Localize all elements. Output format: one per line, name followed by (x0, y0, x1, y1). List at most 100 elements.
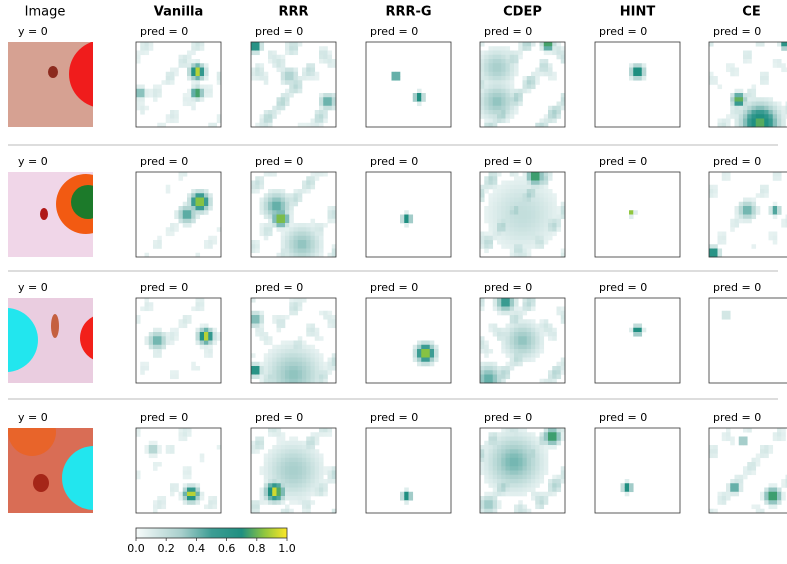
heat-cell (768, 114, 774, 119)
heat-cell (319, 479, 324, 484)
heat-cell (153, 344, 158, 350)
heat-cell (492, 361, 498, 367)
heat-cell (755, 457, 761, 463)
heat-cell (195, 336, 201, 341)
heat-cell (153, 440, 158, 446)
heat-cell (484, 374, 489, 380)
heat-cell (755, 110, 761, 115)
heat-cell (191, 42, 196, 47)
heat-cell (263, 193, 269, 198)
heat-cell (514, 93, 519, 98)
heat-cell (327, 101, 333, 107)
heat-cell (531, 235, 536, 241)
heat-cell (488, 508, 494, 514)
heat-cell (306, 440, 311, 446)
heat-cell (276, 54, 282, 60)
heat-cell (484, 466, 489, 471)
heat-cell (488, 80, 494, 85)
heat-cell (734, 71, 740, 77)
heat-cell (747, 218, 752, 224)
heat-cell (157, 244, 162, 249)
heat-cell (306, 449, 311, 454)
heat-cell (760, 71, 765, 77)
heat-cell (289, 193, 294, 198)
heat-cell (157, 327, 162, 333)
heat-cell (302, 244, 307, 249)
heat-cell (276, 63, 282, 68)
heat-cell (514, 432, 519, 437)
heat-cell (480, 462, 485, 467)
heat-cell (310, 231, 316, 237)
heat-cell (314, 457, 320, 463)
heat-cell (531, 474, 536, 480)
heat-cell (514, 244, 519, 249)
heat-cell (560, 366, 566, 371)
heat-cell (509, 223, 515, 228)
heat-cell (505, 80, 511, 85)
heat-cell (327, 474, 333, 480)
heat-cell (280, 357, 286, 363)
heat-cell (140, 110, 145, 115)
heat-cell (310, 487, 316, 493)
heat-cell (501, 474, 506, 480)
heat-cell (505, 457, 511, 463)
heat-cell (717, 500, 723, 505)
heat-cell (208, 327, 213, 333)
heat-cell (721, 432, 727, 437)
heat-cell (497, 298, 502, 303)
heat-cell (548, 67, 553, 73)
heat-cell (755, 508, 761, 514)
heat-cell (140, 46, 145, 51)
heat-cell (404, 487, 409, 493)
heat-cell (531, 332, 536, 337)
heat-cell (543, 184, 549, 190)
heat-cell (509, 436, 515, 442)
heat-cell (505, 474, 511, 480)
heat-cell (509, 201, 515, 207)
heat-cell (526, 508, 532, 514)
heat-cell (255, 327, 260, 333)
heat-cell (772, 436, 778, 442)
heat-cell (174, 374, 179, 380)
image-shape (62, 446, 93, 510)
heat-cell (323, 366, 328, 371)
heat-cell (514, 59, 519, 64)
heat-cell (509, 54, 515, 60)
heat-cell (717, 496, 723, 501)
heat-cell (518, 340, 523, 346)
heat-cell (764, 101, 769, 107)
heat-cell (539, 436, 545, 442)
heat-cell (302, 462, 307, 467)
heat-cell (251, 46, 256, 51)
heat-cell (556, 110, 562, 115)
heat-cell (319, 252, 324, 258)
heat-cell (726, 432, 731, 437)
heat-cell (730, 436, 735, 442)
heat-cell (297, 479, 303, 484)
heat-cell (518, 223, 523, 228)
heat-cell (285, 235, 290, 241)
heat-cell (182, 487, 188, 493)
heat-cell (751, 504, 757, 510)
heat-cell (280, 93, 286, 98)
heat-cell (522, 206, 528, 211)
heat-cell (289, 218, 294, 224)
heat-cell (501, 59, 506, 64)
heat-cell (204, 504, 209, 510)
heat-cell (492, 235, 498, 241)
heat-cell (492, 466, 498, 471)
heat-cell (777, 432, 782, 437)
heat-cell (726, 428, 731, 433)
heat-cell (760, 496, 765, 501)
heat-cell (539, 180, 545, 186)
heat-cell (195, 63, 201, 68)
heat-cell (518, 252, 523, 258)
heat-cell (421, 361, 426, 367)
heat-cell (543, 440, 549, 446)
heat-cell (509, 349, 515, 354)
heat-cell (289, 361, 294, 367)
heat-cell (781, 436, 786, 442)
heat-cell (259, 223, 265, 228)
heat-cell (539, 240, 545, 245)
heat-cell (713, 193, 718, 198)
